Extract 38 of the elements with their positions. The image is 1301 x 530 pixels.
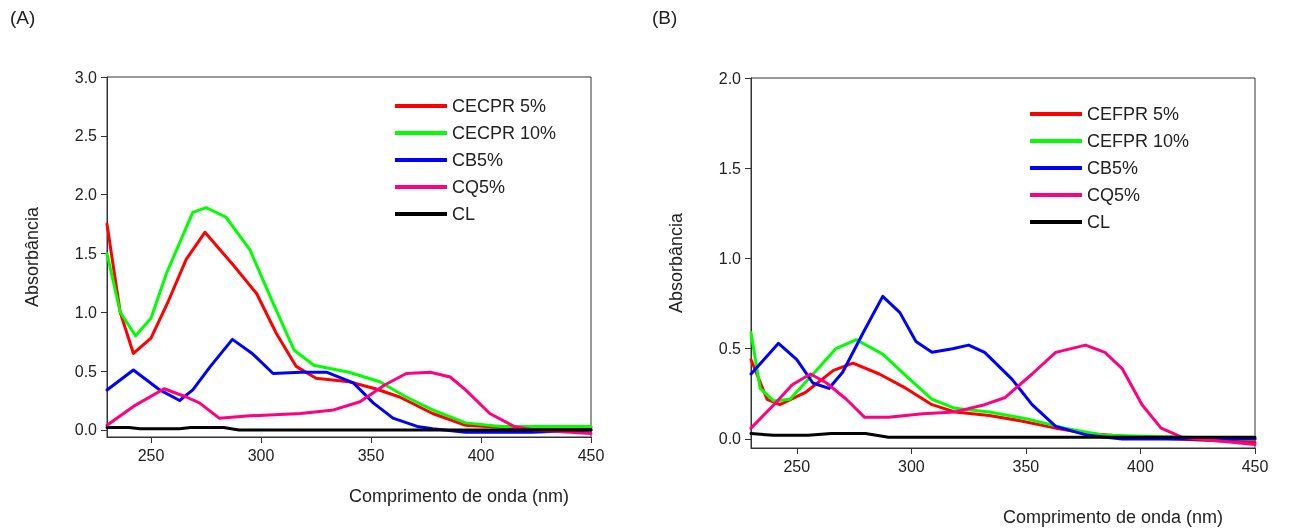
y-tick-label: 0.5 — [74, 362, 98, 380]
legend-label: CEFPR 10% — [1087, 131, 1190, 151]
text: (B) — [652, 7, 678, 28]
x-tick-label: 250 — [137, 446, 165, 464]
x-tick-label: 350 — [1012, 457, 1040, 475]
y-tick-label: 0.0 — [74, 421, 98, 439]
y-tick-label: 3.0 — [74, 68, 98, 86]
legend-label: CEFPR 5% — [1087, 104, 1180, 124]
x-axis-title: Comprimento de onda (nm) — [1002, 507, 1224, 527]
text: (A) — [10, 7, 36, 28]
x-axis-title: Comprimento de onda (nm) — [348, 486, 570, 506]
y-tick-label: 0.5 — [718, 340, 742, 358]
y-tick-label: 2.0 — [74, 186, 98, 204]
x-tick-label: 250 — [783, 457, 811, 475]
legend-label: CB5% — [1087, 158, 1139, 178]
x-tick-label: 400 — [467, 446, 495, 464]
y-axis-title: Absorbância — [22, 205, 42, 308]
x-tick-label: 300 — [247, 446, 275, 464]
y-tick-label: 0.0 — [718, 430, 742, 448]
legend-label: CB5% — [452, 150, 504, 170]
legend-label: CQ5% — [1087, 185, 1141, 205]
x-tick-label: 400 — [1127, 457, 1154, 475]
legend-label: CECPR 5% — [452, 96, 547, 116]
x-tick-label: 350 — [357, 446, 385, 464]
y-tick-label: 2.5 — [74, 127, 98, 145]
y-tick-label: 1.0 — [718, 249, 742, 267]
legend-label: CL — [1087, 212, 1111, 232]
x-tick-label: 450 — [577, 446, 605, 464]
x-tick-label: 450 — [1241, 457, 1269, 475]
y-axis-title: Absorbância — [666, 211, 686, 314]
y-tick-label: 1.5 — [718, 159, 742, 177]
y-tick-label: 2.0 — [718, 69, 742, 87]
x-tick-label: 300 — [898, 457, 925, 475]
y-tick-label: 1.5 — [74, 244, 98, 262]
y-tick-label: 1.0 — [74, 303, 98, 321]
legend-label: CL — [452, 204, 476, 224]
legend-label: CQ5% — [452, 177, 506, 197]
legend-label: CECPR 10% — [452, 123, 557, 143]
